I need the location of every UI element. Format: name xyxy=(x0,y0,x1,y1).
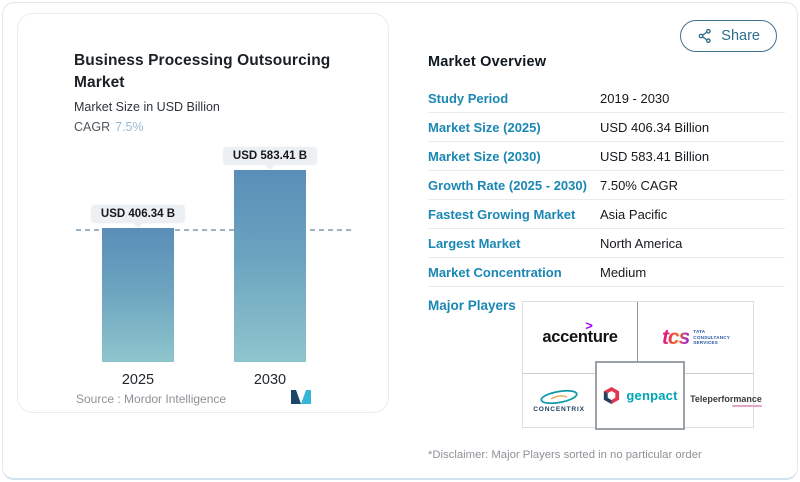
tcs-subtext-line: TATA xyxy=(693,328,706,334)
tcs-subtext-line: SERVICES xyxy=(693,340,719,346)
share-icon xyxy=(697,28,713,44)
reference-dashed-line xyxy=(76,229,352,231)
chart-panel: Business Processing Outsourcing Market M… xyxy=(17,13,389,413)
mordor-intelligence-logo-icon xyxy=(290,389,312,410)
major-players-label: Major Players xyxy=(428,298,516,313)
tcs-wordmark: tcs xyxy=(661,325,690,349)
x-axis-label-2030: 2030 xyxy=(253,372,287,388)
teleperformance-wordmark: Teleperformance xyxy=(690,394,762,404)
market-overview-heading: Market Overview xyxy=(428,54,547,70)
player-concentrix: CONCENTRIX xyxy=(523,374,595,428)
tcs-subtext: TATA CONSULTANCY SERVICES xyxy=(693,329,730,347)
label-pointer xyxy=(265,165,275,170)
genpact-wordmark: genpact xyxy=(626,388,678,403)
chart-title: Business Processing Outsourcing Market xyxy=(74,52,331,91)
row-label: Market Size (2025) xyxy=(428,119,541,135)
row-value: 7.50% CAGR xyxy=(600,177,679,193)
cagr-value: 7.5% xyxy=(115,120,144,134)
bar-2030: USD 583.41 B xyxy=(222,147,318,362)
genpact-hexagon-icon xyxy=(604,386,620,405)
row-label: Fastest Growing Market xyxy=(428,206,576,222)
grid-divider xyxy=(637,302,638,373)
player-teleperformance: Teleperformance xyxy=(679,374,762,428)
chart-subtitle: Market Size in USD Billion xyxy=(74,100,220,114)
accenture-arrow-icon: > xyxy=(585,318,593,333)
cagr-line: CAGR 7.5% xyxy=(74,120,144,134)
row-value: USD 406.34 Billion xyxy=(600,119,710,135)
bar-2030-value-label: USD 583.41 B xyxy=(222,147,318,165)
row-label: Market Size (2030) xyxy=(428,148,541,164)
row-value: 2019 - 2030 xyxy=(600,90,670,106)
teleperformance-tagline xyxy=(731,405,762,407)
share-button[interactable]: Share xyxy=(680,20,777,52)
table-row: Market Size (2030) USD 583.41 Billion xyxy=(428,142,785,171)
table-row: Largest Market North America xyxy=(428,229,785,258)
concentrix-logo: CONCENTRIX xyxy=(533,389,585,413)
share-label: Share xyxy=(721,28,760,44)
table-row: Fastest Growing Market Asia Pacific xyxy=(428,200,785,229)
accenture-logo: accenture > xyxy=(542,318,618,347)
row-value: Medium xyxy=(600,264,647,280)
cagr-label: CAGR xyxy=(74,120,111,134)
row-value: USD 583.41 Billion xyxy=(600,148,710,164)
row-label: Largest Market xyxy=(428,235,521,251)
player-tcs: tcs TATA CONSULTANCY SERVICES xyxy=(638,302,754,373)
concentrix-wordmark: CONCENTRIX xyxy=(533,406,585,413)
bar-2025-value-label: USD 406.34 B xyxy=(90,205,186,223)
major-players-grid: accenture > tcs TATA CONSULTANCY SERVICE… xyxy=(522,301,762,430)
table-row: Market Concentration Medium xyxy=(428,258,785,287)
row-label: Market Concentration xyxy=(428,264,562,280)
concentrix-swoosh-icon xyxy=(540,389,578,405)
bar-2025-rect xyxy=(102,228,174,362)
row-label: Study Period xyxy=(428,90,509,106)
row-label: Growth Rate (2025 - 2030) xyxy=(428,177,587,193)
tcs-subtext-line: CONSULTANCY xyxy=(693,334,731,340)
player-accenture: accenture > xyxy=(523,302,637,373)
bar-2030-rect xyxy=(234,170,306,362)
teleperformance-logo: Teleperformance xyxy=(677,394,762,408)
row-value: Asia Pacific xyxy=(600,206,668,222)
tcs-logo: tcs TATA CONSULTANCY SERVICES xyxy=(662,326,730,350)
source-text: Source : Mordor Intelligence xyxy=(76,392,227,406)
teleperformance-text: Teleperformance xyxy=(690,394,762,407)
table-row: Study Period 2019 - 2030 xyxy=(428,84,785,113)
overview-table: Study Period 2019 - 2030 Market Size (20… xyxy=(428,84,785,287)
table-row: Growth Rate (2025 - 2030) 7.50% CAGR xyxy=(428,171,785,200)
x-axis-label-2025: 2025 xyxy=(121,372,155,388)
table-row: Market Size (2025) USD 406.34 Billion xyxy=(428,113,785,142)
label-pointer xyxy=(133,223,143,228)
row-value: North America xyxy=(600,235,683,251)
disclaimer-text: *Disclaimer: Major Players sorted in no … xyxy=(428,449,702,461)
accenture-wordmark: accenture xyxy=(542,328,618,346)
bar-2025: USD 406.34 B xyxy=(90,205,186,362)
player-genpact: genpact xyxy=(595,361,685,430)
